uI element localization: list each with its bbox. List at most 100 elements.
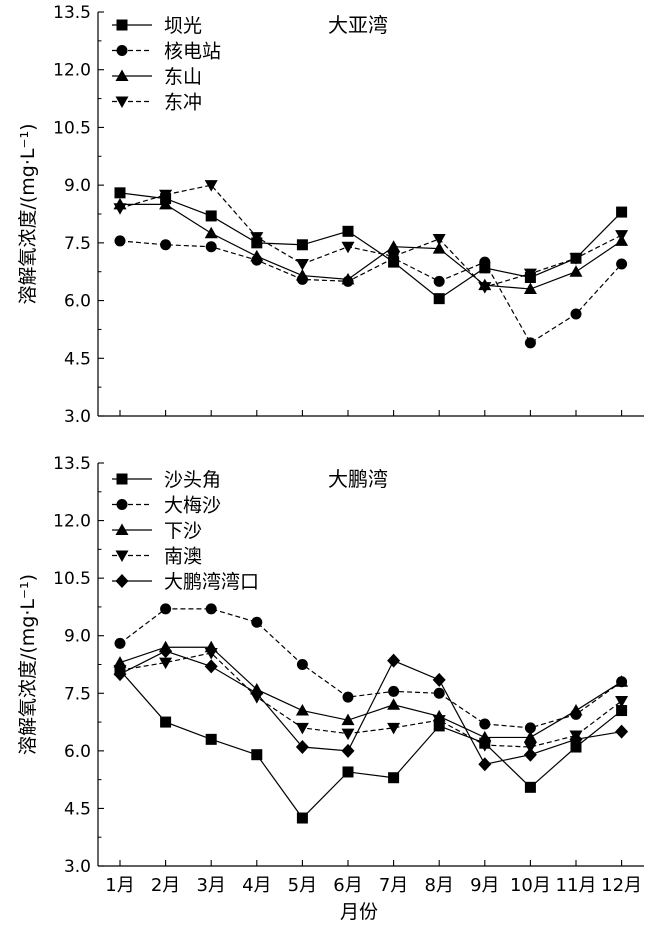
- data-point: [388, 772, 400, 784]
- data-point: [432, 234, 446, 246]
- data-point: [295, 740, 309, 755]
- data-point: [205, 603, 217, 615]
- data-point: [295, 259, 309, 271]
- x-tick-label: 10月: [510, 875, 551, 896]
- x-tick-label: 11月: [556, 875, 597, 896]
- y-tick-label: 6.0: [64, 742, 91, 762]
- data-point: [295, 722, 309, 735]
- legend-label: 下沙: [164, 520, 202, 542]
- data-point: [159, 657, 173, 670]
- data-point: [160, 716, 172, 728]
- data-point: [113, 656, 127, 668]
- series-line: [120, 203, 622, 290]
- series-line: [119, 650, 622, 765]
- y-tick-label: 9.0: [64, 176, 91, 196]
- data-point: [569, 732, 583, 747]
- data-point: [433, 275, 445, 287]
- data-point: [432, 242, 446, 254]
- data-point: [250, 249, 264, 262]
- y-tick-label: 7.5: [64, 684, 91, 704]
- data-point: [251, 749, 263, 761]
- y-axis-title: 溶解氧浓度/(mg·L⁻¹): [17, 574, 39, 755]
- y-tick-label: 10.5: [53, 569, 91, 589]
- data-point: [341, 713, 355, 726]
- x-tick-label: 9月: [470, 875, 499, 896]
- y-ticks: 3.0 4.5 6.0 7.5 9.0 10.5 12.0 13.5: [53, 454, 104, 877]
- data-point: [432, 672, 446, 687]
- legend-marker: [115, 69, 129, 81]
- legend-marker: [116, 473, 128, 485]
- data-point: [569, 704, 583, 716]
- x-tick-label: 3月: [196, 875, 225, 896]
- legend-marker: [115, 96, 129, 108]
- x-tick-label: 8月: [424, 875, 453, 896]
- legend-label: 大梅沙: [164, 495, 221, 517]
- data-point: [524, 781, 536, 793]
- legend-label: 核电站: [164, 41, 221, 63]
- data-point: [296, 659, 308, 670]
- legend-marker: [115, 550, 129, 562]
- y-tick-label: 4.5: [64, 349, 91, 369]
- data-point: [388, 685, 400, 697]
- data-point: [159, 644, 173, 659]
- data-point: [341, 728, 355, 741]
- series-line: [119, 646, 622, 739]
- data-point: [523, 282, 537, 295]
- data-point: [616, 258, 628, 270]
- data-point: [616, 705, 628, 717]
- data-point: [523, 268, 537, 281]
- data-point: [569, 253, 583, 265]
- data-point: [433, 293, 445, 305]
- legend-label: 东山: [164, 66, 202, 88]
- data-point: [295, 704, 309, 716]
- data-point: [205, 241, 217, 253]
- data-point: [387, 240, 401, 252]
- data-point: [523, 730, 537, 743]
- data-point: [524, 337, 536, 349]
- data-point: [479, 262, 491, 274]
- series-line: [119, 652, 622, 748]
- x-tick-label: 7月: [379, 875, 408, 896]
- x-tick-label: 4月: [242, 875, 271, 896]
- data-point: [342, 225, 354, 237]
- data-point: [524, 722, 536, 734]
- data-point: [204, 180, 218, 192]
- y-tick-label: 13.5: [53, 454, 91, 474]
- legend-label: 东冲: [164, 92, 202, 114]
- x-tick-label: 12月: [601, 875, 642, 896]
- data-point: [296, 812, 308, 824]
- series-1: [114, 187, 628, 305]
- legend-marker: [116, 45, 128, 56]
- series-2: [114, 235, 628, 349]
- data-point: [204, 226, 218, 239]
- data-point: [478, 730, 492, 743]
- data-point: [204, 647, 218, 660]
- data-point: [615, 230, 629, 242]
- legend-marker: [116, 19, 128, 31]
- data-point: [159, 197, 173, 210]
- legend-label: 大鹏湾湾口: [164, 571, 259, 593]
- data-point: [159, 189, 173, 202]
- data-point: [114, 187, 126, 199]
- y-tick-label: 13.5: [53, 3, 91, 23]
- data-point: [341, 743, 355, 758]
- data-point: [341, 272, 355, 285]
- panel-title: 大亚湾: [328, 13, 388, 37]
- data-point: [570, 308, 582, 320]
- data-point: [615, 675, 629, 687]
- y-tick-label: 4.5: [64, 799, 91, 819]
- x-ticks: 1月 2月 3月 4月 5月 6月 7月 8月 9月 10月 11月 12月: [105, 860, 642, 896]
- data-point: [387, 698, 401, 710]
- data-point: [205, 210, 217, 222]
- data-point: [342, 691, 354, 703]
- series-line: [119, 240, 623, 344]
- data-point: [342, 766, 354, 778]
- legend-label: 南澳: [164, 546, 202, 568]
- data-point: [479, 718, 491, 730]
- data-point: [250, 232, 264, 244]
- series-3: [113, 640, 629, 743]
